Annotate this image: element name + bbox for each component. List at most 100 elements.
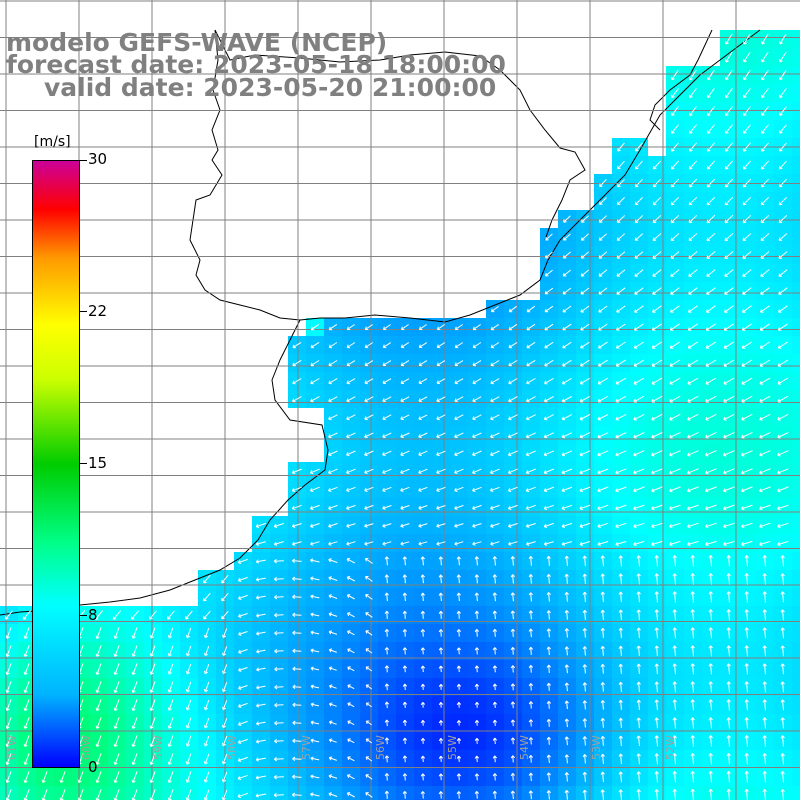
wind-arrow [310,396,320,403]
wind-arrow [688,233,698,241]
wind-arrow [167,771,174,784]
wind-arrow [705,341,717,349]
wind-arrow [292,666,302,671]
wind-arrow [546,610,551,620]
wind-arrow [528,737,534,745]
wind-arrow [616,269,626,277]
wind-arrow [562,323,572,331]
wind-arrow [292,684,302,689]
wind-arrow [546,592,551,602]
wind-arrow [707,124,715,134]
wind-arrow [492,556,497,566]
wind-arrow [438,720,444,726]
wind-arrow [454,396,464,403]
wind-arrow [616,251,626,259]
wind-arrow [688,251,698,259]
wind-arrow [310,648,320,653]
wind-arrow [669,450,681,457]
wind-arrow [777,468,789,475]
wind-arrow [708,788,713,800]
wind-arrow [636,717,641,729]
wind-arrow [436,396,446,403]
wind-arrow [762,627,767,639]
wind-arrow [328,666,337,671]
wind-arrow [651,450,663,457]
wind-arrow [633,413,645,421]
wind-arrow [618,645,623,656]
wind-arrow [724,305,734,313]
wind-arrow [597,432,609,439]
wind-arrow [545,233,553,241]
wind-arrow [454,378,464,385]
wind-arrow [600,591,605,603]
wind-arrow [743,88,751,99]
wind-arrow [472,414,482,421]
wind-arrow [672,717,677,729]
wind-arrow [22,610,32,620]
wind-arrow [438,665,444,673]
wind-arrow [492,719,498,726]
wind-arrow [149,645,156,657]
wind-arrow [669,359,681,367]
wind-arrow [707,69,715,81]
wind-arrow [237,774,249,780]
wind-arrow [346,324,355,331]
wind-arrow [420,683,426,690]
wind-arrow [762,609,767,621]
wind-arrow [618,663,623,674]
wind-arrow [510,755,516,763]
wind-arrow [725,51,733,63]
wind-arrow [743,124,751,134]
wind-arrow [5,753,12,766]
wind-arrow [185,735,192,747]
wind-arrow [564,754,569,764]
wind-arrow [672,627,677,639]
wind-arrow [420,791,425,799]
wind-arrow [654,573,659,585]
wind-arrow [418,342,428,349]
wind-arrow [328,792,338,797]
wind-arrow [525,523,536,528]
coastline-top-right [649,29,713,131]
wind-arrow [759,377,771,385]
wind-arrow [23,627,30,640]
wind-speed-cell [792,318,800,336]
wind-arrow [544,341,554,349]
wind-speed-cell [792,480,800,498]
wind-arrow [724,142,733,152]
wind-arrow [708,699,713,711]
wind-arrow [726,681,731,693]
wind-arrow [346,774,355,780]
wind-arrow [364,504,374,510]
wind-arrow [582,555,587,567]
wind-speed-cell [90,786,108,800]
wind-arrow [489,468,500,475]
wind-arrow [778,233,788,241]
wind-arrow [633,522,645,529]
wind-arrow [492,610,497,620]
wind-arrow [543,396,554,403]
wind-arrow [600,573,605,585]
wind-arrow [382,505,392,510]
wind-arrow [203,664,210,675]
wind-arrow [185,645,192,657]
wind-arrow [706,178,716,188]
wind-arrow [328,648,337,653]
wind-arrow [346,468,356,475]
wind-arrow [237,576,248,582]
wind-arrow [526,378,536,385]
wind-arrow [472,432,482,439]
wind-arrow [418,541,428,546]
wind-arrow [562,251,571,259]
wind-arrow [654,735,659,747]
wind-arrow [436,324,445,331]
wind-arrow [582,718,587,728]
wind-arrow [365,576,373,582]
wind-arrow [671,88,679,99]
wind-arrow [472,323,481,331]
wind-arrow [546,772,551,782]
wind-arrow [274,685,284,690]
wind-arrow [690,753,695,765]
wind-arrow [544,269,553,277]
wind-speed-cell [792,696,800,714]
